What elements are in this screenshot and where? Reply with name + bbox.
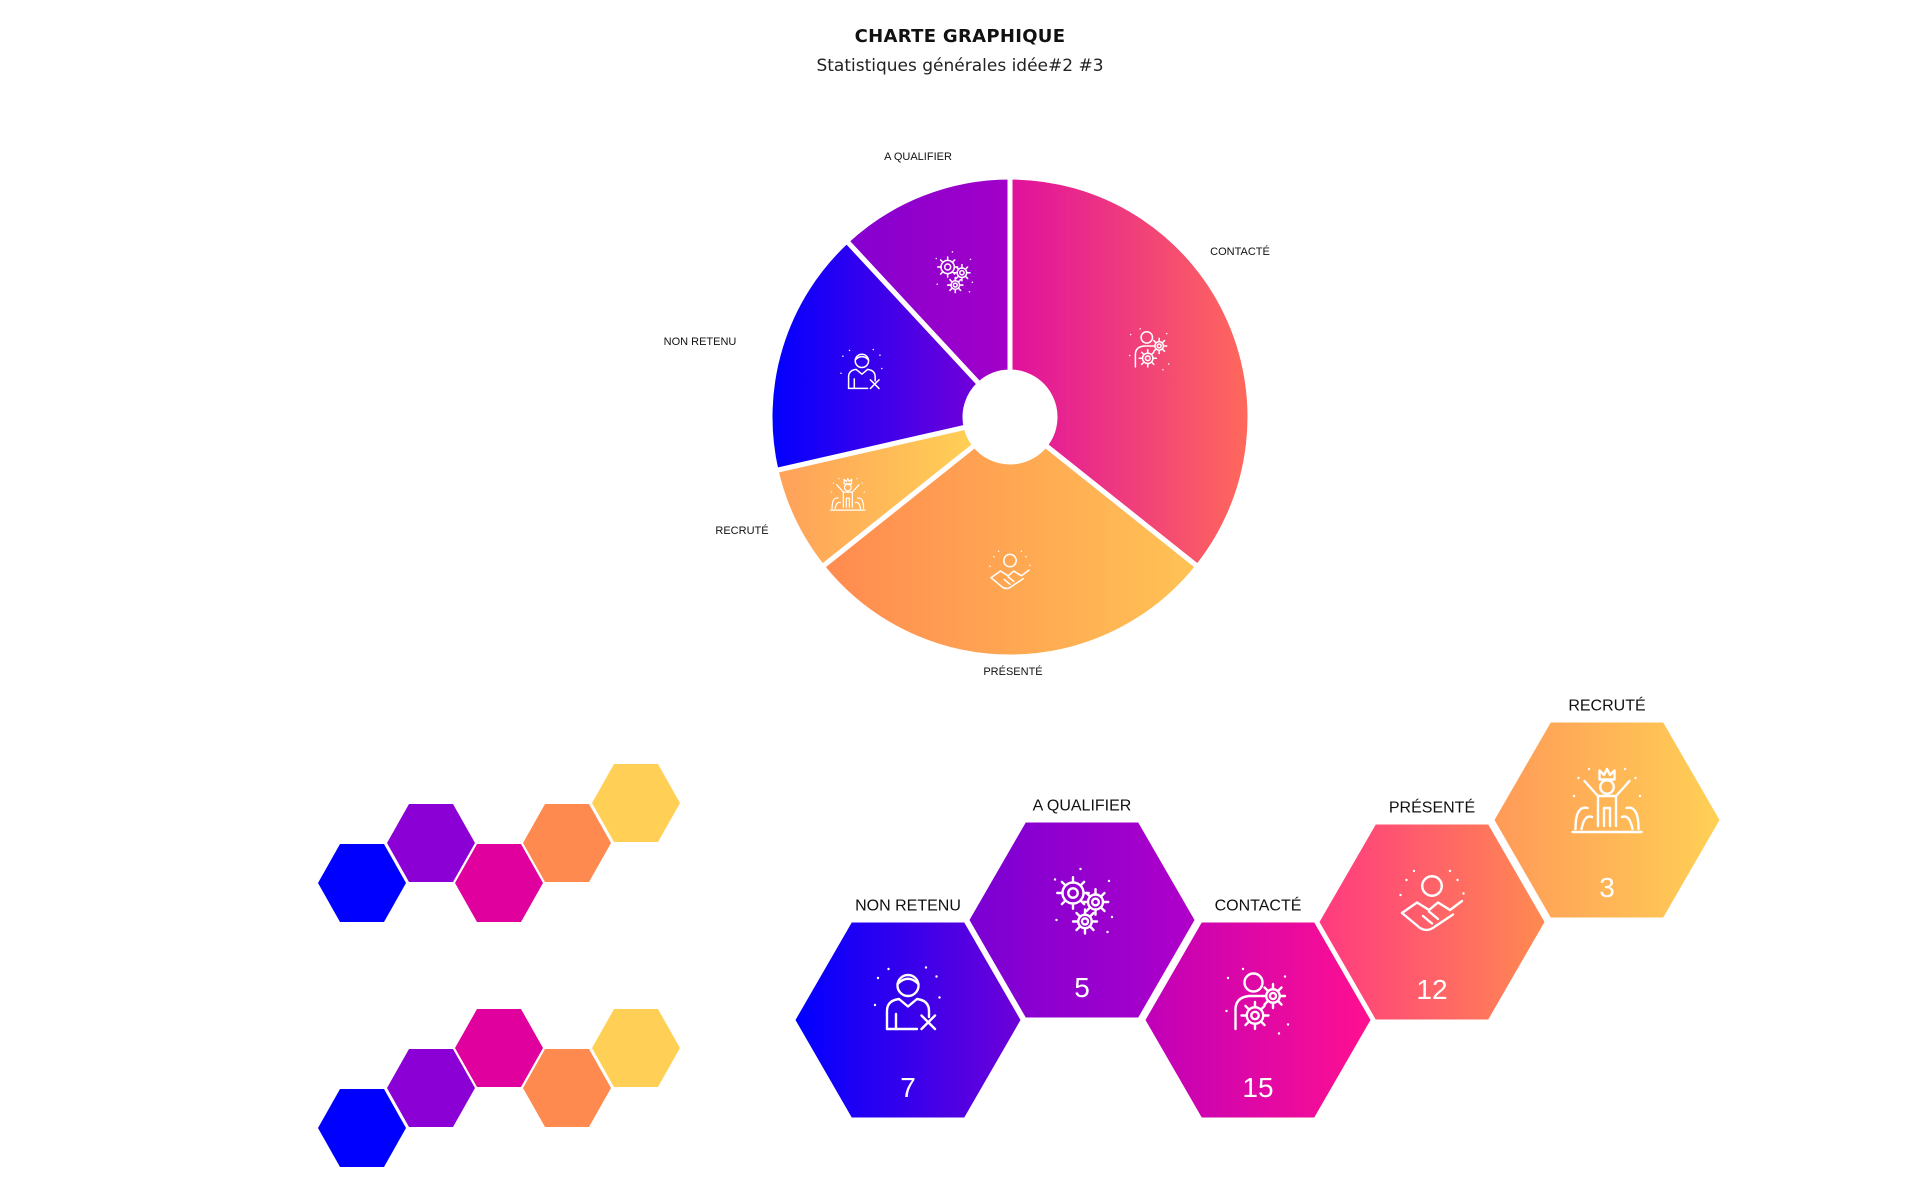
pie-label-contacte: CONTACTÉ xyxy=(1210,245,1270,258)
pie-label-a-qualifier: A QUALIFIER xyxy=(884,151,952,163)
pie-slice-presente xyxy=(819,442,1201,660)
person-reject-icon xyxy=(873,966,941,1031)
pie-slice-non-retenu xyxy=(767,238,982,473)
celebration-icon xyxy=(1571,767,1643,834)
gears-icon xyxy=(1053,867,1114,935)
person-reject-icon xyxy=(840,348,883,390)
palette-swatch xyxy=(318,844,406,922)
palette-swatch xyxy=(455,1009,543,1087)
hex-label-a-qualifier: A QUALIFIER xyxy=(1033,798,1132,815)
hex-card-contacte: 15 CONTACTÉ xyxy=(1145,896,1371,1118)
palette-swatch xyxy=(523,1049,611,1127)
hex-card-a-qualifier: 5 A QUALIFIER xyxy=(969,798,1195,1018)
palette-swatch xyxy=(592,1009,680,1087)
person-gears-icon xyxy=(1128,328,1170,371)
hex-value-a-qualifier: 5 xyxy=(1074,972,1090,1003)
handshake-icon xyxy=(989,550,1031,590)
hex-value-recrute: 3 xyxy=(1599,872,1615,903)
hex-card-non-retenu: 7 NON RETENU xyxy=(795,898,1021,1118)
handshake-icon xyxy=(1399,869,1465,932)
pie-label-non-retenu: NON RETENU xyxy=(664,336,737,348)
palette-row-2 xyxy=(318,1009,680,1167)
hex-label-non-retenu: NON RETENU xyxy=(855,898,961,915)
hex-value-non-retenu: 7 xyxy=(900,1072,916,1103)
palette-swatch xyxy=(592,764,680,842)
palette-swatch xyxy=(318,1089,406,1167)
pie-slice-contacte xyxy=(1007,174,1253,570)
pie-slice-recrute xyxy=(773,424,978,570)
hex-card-presente: 12 PRÉSENTÉ xyxy=(1319,798,1545,1020)
palette-swatch xyxy=(387,804,475,882)
pie-label-recrute: RECRUTÉ xyxy=(715,524,768,537)
hex-value-presente: 12 xyxy=(1416,974,1447,1005)
hex-value-contacte: 15 xyxy=(1242,1072,1273,1103)
page-subtitle: Statistiques générales idée#2 #3 xyxy=(816,56,1104,76)
palette-swatch xyxy=(455,844,543,922)
person-gears-icon xyxy=(1225,967,1290,1035)
gears-icon xyxy=(935,251,974,294)
palette-swatch xyxy=(387,1049,475,1127)
hex-label-contacte: CONTACTÉ xyxy=(1215,896,1302,915)
pie-slice-a-qualifier xyxy=(844,174,1013,387)
celebration-icon xyxy=(829,477,866,511)
hex-card-recrute: 3 RECRUTÉ xyxy=(1494,696,1720,918)
hex-label-recrute: RECRUTÉ xyxy=(1568,696,1645,715)
pie-label-presente: PRÉSENTÉ xyxy=(983,665,1042,678)
page-title: CHARTE GRAPHIQUE xyxy=(854,26,1066,47)
palette-row-1 xyxy=(318,764,680,922)
header: CHARTE GRAPHIQUE Statistiques générales … xyxy=(0,26,1920,76)
palette-swatch xyxy=(523,804,611,882)
hex-label-presente: PRÉSENTÉ xyxy=(1389,798,1475,817)
